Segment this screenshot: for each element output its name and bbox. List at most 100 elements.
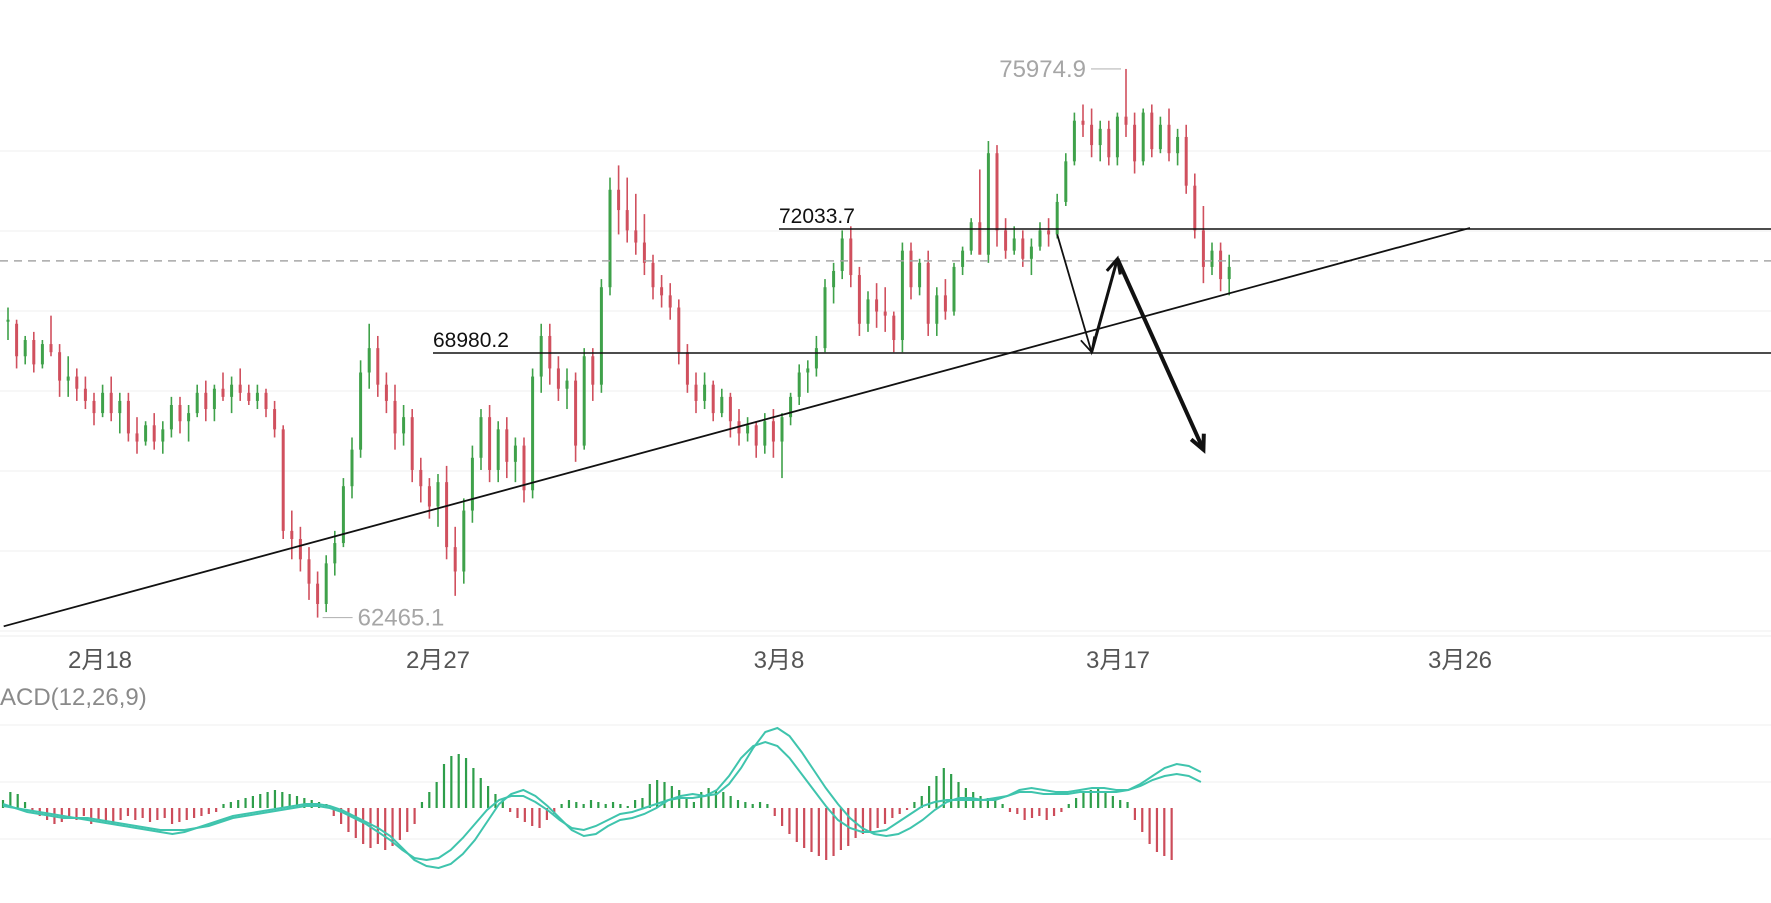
candle-body: [969, 222, 973, 251]
candle-body: [307, 559, 311, 584]
candle-body: [1090, 124, 1094, 146]
candle: [840, 230, 844, 280]
candle: [1184, 124, 1188, 194]
candle: [32, 331, 36, 373]
candle-body: [281, 429, 285, 531]
x-tick-label: 3月17: [1086, 647, 1150, 674]
candle-body: [935, 295, 939, 324]
candle-body: [591, 356, 595, 385]
candle: [677, 299, 681, 365]
candle-body: [746, 425, 750, 434]
candle: [660, 275, 664, 308]
candle-body: [1072, 120, 1076, 162]
candle-body: [187, 413, 191, 422]
candle-body: [1184, 136, 1188, 186]
candle-body: [66, 376, 70, 381]
candle: [264, 388, 268, 418]
candle-body: [625, 210, 629, 231]
candle-body: [754, 425, 758, 446]
candle-body: [548, 335, 552, 369]
candle: [1227, 254, 1231, 296]
candle: [384, 372, 388, 414]
candle: [866, 291, 870, 332]
candle: [221, 372, 225, 401]
candle: [849, 226, 853, 288]
candle-body: [40, 344, 44, 365]
candle: [212, 384, 216, 422]
candle-body: [961, 250, 965, 267]
candle: [1210, 242, 1214, 276]
candle-body: [763, 421, 767, 446]
candle-body: [75, 376, 79, 389]
candle: [410, 409, 414, 483]
candle-body: [694, 384, 698, 401]
x-tick-label: 2月18: [68, 647, 132, 674]
candle-body: [384, 384, 388, 401]
candle: [23, 335, 27, 365]
candle: [926, 250, 930, 336]
candle: [582, 348, 586, 450]
candle-body: [212, 388, 216, 410]
candle: [341, 478, 345, 548]
candle-body: [101, 392, 105, 414]
candle-body: [986, 153, 990, 255]
candle: [427, 478, 431, 519]
candle-body: [995, 153, 999, 231]
candle-body: [49, 344, 53, 353]
candle-body: [1115, 116, 1119, 158]
candle: [101, 384, 105, 418]
candle: [393, 384, 397, 450]
candle: [1090, 108, 1094, 158]
candle-body: [505, 429, 509, 462]
candle-body: [531, 376, 535, 491]
candle-body: [1012, 238, 1016, 251]
candle: [195, 384, 199, 418]
candle: [247, 384, 251, 405]
candle: [694, 372, 698, 414]
candle: [152, 413, 156, 450]
chart-labels: 72033.7 68980.2 75974.9 62465.1 2月18 2月27 3月8 3…: [68, 56, 1492, 674]
candle-body: [1081, 120, 1085, 125]
candle-body: [918, 262, 922, 288]
candle: [599, 279, 603, 393]
candle-body: [685, 352, 689, 385]
candle-body: [1038, 230, 1042, 247]
candle: [1064, 153, 1068, 207]
candle-body: [1055, 201, 1059, 235]
candle: [419, 457, 423, 503]
candle: [402, 404, 406, 446]
candle-body: [539, 335, 543, 377]
candle: [324, 555, 328, 613]
candle-body: [1201, 230, 1205, 267]
candle-body: [823, 287, 827, 349]
candle: [1098, 120, 1102, 162]
candle: [1055, 193, 1059, 239]
candle-body: [814, 348, 818, 369]
candle: [814, 335, 818, 377]
candle: [935, 287, 939, 336]
level-label: 72033.7: [779, 205, 855, 228]
candle: [875, 283, 879, 328]
candle: [969, 218, 973, 255]
candle-body: [83, 388, 87, 401]
candle-body: [359, 372, 363, 450]
candle-body: [1107, 128, 1111, 158]
candle: [436, 474, 440, 527]
candle: [298, 526, 302, 572]
candle-body: [23, 340, 27, 357]
macd-dea-line: [2, 740, 1202, 862]
candle-body: [789, 396, 793, 418]
candle: [350, 437, 354, 499]
candle-body: [582, 356, 586, 446]
candle-body: [479, 417, 483, 458]
candle-body: [771, 421, 775, 442]
candle: [273, 400, 277, 438]
candle-body: [1004, 230, 1008, 251]
candle-body: [642, 242, 646, 263]
candle: [909, 242, 913, 300]
candle: [522, 437, 526, 503]
candle: [40, 340, 44, 369]
candle: [359, 360, 363, 458]
candle-body: [522, 445, 526, 491]
projection-arrow-bold: [1115, 257, 1206, 451]
